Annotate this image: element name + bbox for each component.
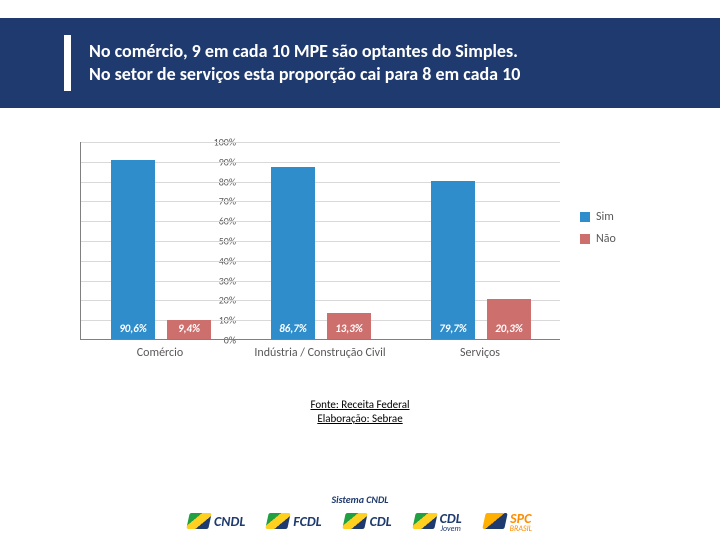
- bar-value-label: 9,4%: [178, 322, 200, 335]
- logo-cdl-jovem: CDLJovem: [414, 510, 462, 532]
- logo-text: CDL: [370, 513, 392, 530]
- logo-cndl: CNDL: [188, 513, 245, 530]
- title-line-1: No comércio, 9 em cada 10 MPE são optant…: [89, 40, 518, 62]
- bar-não: 13,3%: [327, 313, 371, 339]
- x-category-label: Indústria / Construção Civil: [240, 346, 400, 360]
- logo-spc-brasil: SPCBRASIL: [484, 510, 532, 532]
- title-line-2: No setor de serviços esta proporção cai …: [89, 63, 520, 85]
- bar-não: 20,3%: [487, 299, 531, 339]
- logo-flag-icon: [412, 513, 437, 529]
- source-note: Fonte: Receita Federal Elaboração: Sebra…: [0, 398, 720, 427]
- source-line-1: Fonte: Receita Federal: [310, 398, 409, 411]
- footer-system-label: Sistema CNDL: [0, 493, 720, 506]
- legend-label-nao: Não: [596, 232, 616, 246]
- title-accent-bar: [64, 35, 71, 91]
- footer: Sistema CNDL CNDL FCDL CDL CDLJovem SPCBRASI…: [0, 493, 720, 532]
- legend: Sim Não: [580, 210, 616, 254]
- logo-text: CDLJovem: [440, 510, 462, 532]
- legend-swatch-sim: [580, 212, 590, 222]
- bar-value-label: 79,7%: [439, 322, 467, 335]
- bar-value-label: 13,3%: [335, 322, 363, 335]
- logo-flag-icon: [342, 513, 367, 529]
- bar-value-label: 20,3%: [495, 322, 523, 335]
- bar-chart: 0%10%20%30%40%50%60%70%80%90%100% 90,6%9…: [40, 136, 680, 386]
- logo-text: FCDL: [293, 513, 321, 530]
- bar-sim: 86,7%: [271, 167, 315, 339]
- logo-row: CNDL FCDL CDL CDLJovem SPCBRASIL: [0, 510, 720, 532]
- logo-cdl: CDL: [344, 513, 392, 530]
- plot-area: 90,6% 9,4% 86,7% 13,3% 79,7% 20,3%: [80, 142, 560, 340]
- legend-swatch-nao: [580, 234, 590, 244]
- gridline: [81, 142, 560, 143]
- logo-flag-icon: [186, 513, 211, 529]
- legend-item-nao: Não: [580, 232, 616, 246]
- bar-não: 9,4%: [167, 320, 211, 339]
- x-category-label: Serviços: [400, 346, 560, 360]
- bar-sim: 79,7%: [431, 181, 475, 339]
- logo-flag-icon: [266, 513, 291, 529]
- logo-text: CNDL: [214, 513, 245, 530]
- title-text: No comércio, 9 em cada 10 MPE são optant…: [89, 40, 520, 87]
- source-line-2: Elaboração: Sebrae: [317, 412, 402, 425]
- bar-value-label: 86,7%: [279, 322, 307, 335]
- bar-value-label: 90,6%: [119, 322, 147, 335]
- legend-item-sim: Sim: [580, 210, 616, 224]
- logo-flag-icon: [482, 513, 507, 529]
- logo-text: SPCBRASIL: [510, 510, 532, 532]
- x-category-label: Comércio: [80, 346, 240, 360]
- legend-label-sim: Sim: [596, 210, 614, 224]
- title-band: No comércio, 9 em cada 10 MPE são optant…: [0, 18, 720, 108]
- logo-fcdl: FCDL: [267, 513, 321, 530]
- bar-sim: 90,6%: [111, 160, 155, 339]
